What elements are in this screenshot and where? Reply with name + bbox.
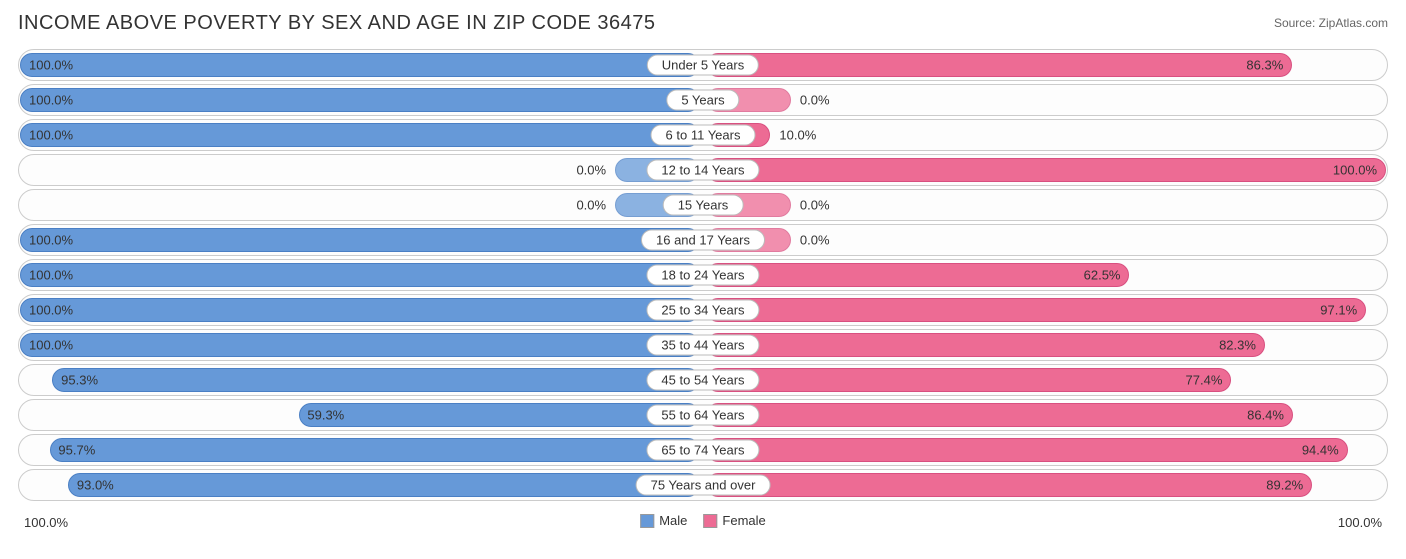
female-value-label: 0.0% (800, 198, 830, 213)
chart-row: 100.0% 97.1% 25 to 34 Years (18, 294, 1388, 326)
category-label: 12 to 14 Years (646, 160, 759, 181)
category-label: 55 to 64 Years (646, 405, 759, 426)
female-bar (706, 368, 1231, 392)
female-bar (706, 473, 1312, 497)
female-bar (706, 403, 1293, 427)
chart-row: 100.0% 0.0% 16 and 17 Years (18, 224, 1388, 256)
category-label: 5 Years (666, 90, 739, 111)
male-value-label: 95.3% (61, 373, 98, 388)
category-label: Under 5 Years (647, 55, 759, 76)
female-bar (706, 263, 1129, 287)
female-bar (706, 53, 1292, 77)
female-bar (706, 298, 1366, 322)
female-bar (706, 438, 1348, 462)
male-bar (20, 263, 700, 287)
swatch-male (640, 514, 654, 528)
legend-item-male: Male (640, 513, 687, 528)
female-value-label: 0.0% (800, 233, 830, 248)
male-value-label: 100.0% (29, 93, 73, 108)
swatch-female (703, 514, 717, 528)
chart-header: INCOME ABOVE POVERTY BY SEX AND AGE IN Z… (18, 12, 1388, 35)
category-label: 6 to 11 Years (651, 125, 756, 146)
male-value-label: 93.0% (77, 478, 114, 493)
diverging-bar-chart: 100.0% 86.3% Under 5 Years 100.0% 0.0% 5 Year… (18, 49, 1388, 501)
male-value-label: 95.7% (58, 443, 95, 458)
male-value-label: 100.0% (29, 58, 73, 73)
male-value-label: 100.0% (29, 128, 73, 143)
legend-item-female: Female (703, 513, 765, 528)
female-value-label: 82.3% (1219, 338, 1256, 353)
male-bar (20, 298, 700, 322)
chart-source: Source: ZipAtlas.com (1274, 16, 1388, 30)
category-label: 45 to 54 Years (646, 370, 759, 391)
chart-row: 0.0% 0.0% 15 Years (18, 189, 1388, 221)
female-value-label: 89.2% (1266, 478, 1303, 493)
female-bar (706, 158, 1386, 182)
chart-row: 100.0% 82.3% 35 to 44 Years (18, 329, 1388, 361)
chart-footer: 100.0% Male Female 100.0% (18, 511, 1388, 541)
male-value-label: 100.0% (29, 268, 73, 283)
chart-row: 100.0% 10.0% 6 to 11 Years (18, 119, 1388, 151)
male-value-label: 100.0% (29, 303, 73, 318)
legend: Male Female (640, 513, 766, 528)
axis-label-left: 100.0% (24, 515, 68, 530)
category-label: 16 and 17 Years (641, 230, 765, 251)
category-label: 15 Years (663, 195, 744, 216)
female-value-label: 86.3% (1246, 58, 1283, 73)
chart-row: 0.0% 100.0% 12 to 14 Years (18, 154, 1388, 186)
legend-label-female: Female (722, 513, 765, 528)
female-value-label: 0.0% (800, 93, 830, 108)
male-bar (52, 368, 700, 392)
category-label: 75 Years and over (636, 475, 771, 496)
male-value-label: 0.0% (576, 198, 606, 213)
category-label: 65 to 74 Years (646, 440, 759, 461)
female-value-label: 77.4% (1186, 373, 1223, 388)
male-bar (299, 403, 701, 427)
chart-row: 95.7% 94.4% 65 to 74 Years (18, 434, 1388, 466)
category-label: 18 to 24 Years (646, 265, 759, 286)
female-value-label: 62.5% (1084, 268, 1121, 283)
chart-row: 93.0% 89.2% 75 Years and over (18, 469, 1388, 501)
category-label: 25 to 34 Years (646, 300, 759, 321)
chart-row: 95.3% 77.4% 45 to 54 Years (18, 364, 1388, 396)
male-bar (20, 53, 700, 77)
female-value-label: 97.1% (1320, 303, 1357, 318)
male-bar (20, 88, 700, 112)
chart-title: INCOME ABOVE POVERTY BY SEX AND AGE IN Z… (18, 12, 655, 35)
category-label: 35 to 44 Years (646, 335, 759, 356)
male-bar (50, 438, 700, 462)
male-bar (20, 228, 700, 252)
female-value-label: 100.0% (1333, 163, 1377, 178)
male-value-label: 100.0% (29, 338, 73, 353)
female-value-label: 10.0% (779, 128, 816, 143)
female-value-label: 86.4% (1247, 408, 1284, 423)
legend-label-male: Male (659, 513, 687, 528)
chart-row: 100.0% 86.3% Under 5 Years (18, 49, 1388, 81)
female-value-label: 94.4% (1302, 443, 1339, 458)
male-value-label: 0.0% (576, 163, 606, 178)
male-bar (20, 333, 700, 357)
chart-row: 100.0% 0.0% 5 Years (18, 84, 1388, 116)
male-bar (20, 123, 700, 147)
chart-row: 59.3% 86.4% 55 to 64 Years (18, 399, 1388, 431)
chart-row: 100.0% 62.5% 18 to 24 Years (18, 259, 1388, 291)
male-value-label: 100.0% (29, 233, 73, 248)
axis-label-right: 100.0% (1338, 515, 1382, 530)
female-bar (706, 333, 1265, 357)
male-bar (68, 473, 700, 497)
male-value-label: 59.3% (307, 408, 344, 423)
